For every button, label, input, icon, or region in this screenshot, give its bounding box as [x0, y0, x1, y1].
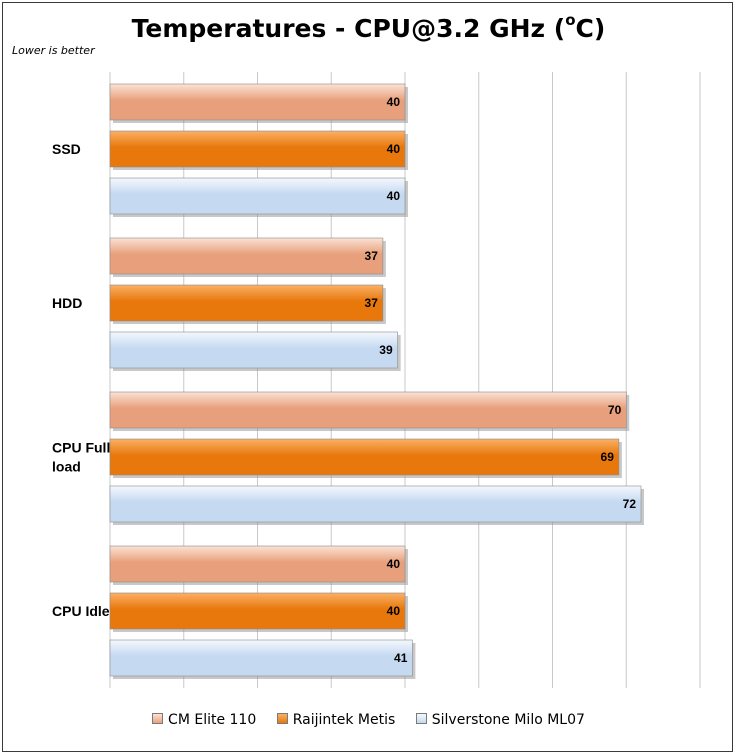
legend-item-cm-elite: CM Elite 110 — [152, 712, 256, 728]
data-label: 40 — [387, 189, 401, 203]
chart-note: Lower is better — [12, 44, 95, 57]
chart-legend: CM Elite 110 Raijintek Metis Silverstone… — [0, 712, 737, 728]
bar — [109, 639, 413, 677]
data-label: 69 — [601, 450, 615, 464]
data-label: 37 — [365, 249, 379, 263]
legend-label-cm-elite: CM Elite 110 — [168, 712, 257, 728]
bar — [109, 545, 406, 583]
bar — [109, 438, 620, 476]
bar — [109, 177, 406, 215]
category-label: CPU Idle — [52, 603, 110, 619]
legend-item-silverstone: Silverstone Milo ML07 — [415, 712, 585, 728]
category-label: load — [52, 459, 81, 475]
category-label: SSD — [52, 141, 81, 157]
legend-label-silverstone: Silverstone Milo ML07 — [431, 712, 585, 728]
chart-title-end: C) — [575, 14, 606, 43]
data-label: 70 — [608, 403, 622, 417]
legend-swatch-raijintek — [276, 713, 288, 724]
bar — [109, 592, 406, 630]
bar-chart: 40 40 40 SSD 37 37 39 HDD 70 69 72 CPU Full load 40 40… — [52, 72, 701, 688]
chart-title-main: Temperatures - CPU@3.2 GHz ( — [131, 14, 566, 43]
bar — [109, 391, 627, 429]
category-label: CPU Full — [52, 440, 110, 456]
data-label: 41 — [394, 651, 408, 665]
bar — [109, 130, 406, 168]
data-label: 37 — [365, 296, 379, 310]
legend-swatch-cm-elite — [152, 713, 164, 724]
bar — [109, 331, 398, 369]
chart-title: Temperatures - CPU@3.2 GHz (oC) — [0, 11, 737, 43]
data-label: 39 — [379, 343, 393, 357]
legend-item-raijintek: Raijintek Metis — [276, 712, 396, 728]
bar — [109, 485, 642, 523]
data-label: 72 — [623, 497, 637, 511]
bar — [109, 237, 384, 275]
chart-title-degree: o — [565, 11, 576, 29]
legend-label-raijintek: Raijintek Metis — [292, 712, 396, 728]
data-label: 40 — [387, 142, 401, 156]
data-label: 40 — [387, 95, 401, 109]
bar — [109, 83, 406, 121]
legend-swatch-silverstone — [415, 713, 427, 724]
data-label: 40 — [387, 557, 401, 571]
data-label: 40 — [387, 604, 401, 618]
category-label: HDD — [52, 295, 82, 311]
bar — [109, 284, 384, 322]
